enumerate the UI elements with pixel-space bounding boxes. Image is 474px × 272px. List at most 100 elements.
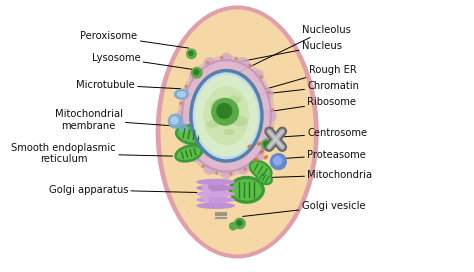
Circle shape (261, 70, 263, 72)
Circle shape (273, 156, 283, 166)
Ellipse shape (232, 179, 262, 201)
Circle shape (203, 57, 215, 69)
Circle shape (209, 225, 210, 227)
Circle shape (241, 191, 242, 193)
Ellipse shape (255, 170, 273, 185)
Circle shape (266, 78, 267, 79)
Text: Golgi vesicle: Golgi vesicle (243, 201, 365, 217)
Ellipse shape (196, 185, 235, 191)
Circle shape (267, 193, 268, 194)
Circle shape (230, 64, 232, 66)
Circle shape (252, 216, 254, 217)
Circle shape (282, 118, 283, 120)
Circle shape (229, 172, 233, 175)
Circle shape (257, 208, 259, 209)
Ellipse shape (196, 191, 235, 197)
Circle shape (182, 81, 184, 83)
Circle shape (292, 138, 293, 139)
Circle shape (172, 172, 173, 174)
Circle shape (284, 199, 285, 200)
Circle shape (255, 44, 257, 46)
Circle shape (255, 158, 257, 160)
Circle shape (224, 71, 225, 73)
Circle shape (248, 64, 252, 67)
Circle shape (203, 191, 204, 193)
Circle shape (270, 126, 273, 130)
Circle shape (182, 132, 184, 134)
Ellipse shape (203, 86, 249, 146)
Circle shape (194, 71, 197, 74)
Circle shape (186, 48, 197, 59)
Circle shape (292, 122, 294, 123)
Circle shape (193, 69, 200, 75)
Circle shape (198, 148, 199, 150)
Circle shape (201, 184, 209, 191)
Circle shape (262, 88, 273, 100)
Circle shape (292, 66, 293, 67)
Ellipse shape (178, 127, 205, 143)
Circle shape (235, 57, 238, 60)
Text: Rough ER: Rough ER (264, 65, 356, 89)
Circle shape (288, 102, 290, 104)
Circle shape (212, 233, 214, 235)
Circle shape (199, 78, 201, 79)
Circle shape (193, 128, 195, 129)
Ellipse shape (178, 55, 275, 176)
Text: Nucleolus: Nucleolus (229, 25, 351, 77)
Circle shape (207, 162, 209, 164)
Circle shape (211, 205, 212, 206)
Ellipse shape (161, 10, 314, 255)
Circle shape (252, 131, 254, 132)
Circle shape (255, 123, 257, 124)
Circle shape (269, 99, 271, 101)
Circle shape (214, 222, 215, 223)
Ellipse shape (174, 89, 189, 100)
Circle shape (203, 163, 215, 175)
Circle shape (220, 167, 232, 179)
Circle shape (201, 165, 205, 168)
Circle shape (206, 61, 210, 64)
Circle shape (258, 49, 259, 51)
Circle shape (189, 69, 201, 81)
Circle shape (292, 100, 294, 102)
Circle shape (300, 172, 301, 174)
Text: Proteasome: Proteasome (280, 150, 366, 160)
Ellipse shape (155, 5, 319, 258)
Ellipse shape (249, 160, 273, 180)
Circle shape (258, 196, 260, 197)
Ellipse shape (228, 176, 265, 204)
Circle shape (202, 93, 204, 95)
Circle shape (265, 155, 268, 158)
Ellipse shape (174, 144, 203, 163)
Circle shape (170, 116, 179, 125)
Circle shape (262, 132, 273, 144)
Text: Lysosome: Lysosome (91, 53, 194, 70)
Circle shape (206, 211, 208, 212)
Text: Golgi apparatus: Golgi apparatus (49, 185, 197, 195)
Circle shape (210, 172, 211, 174)
Circle shape (202, 94, 203, 95)
Circle shape (244, 168, 247, 171)
Text: Mitochondria: Mitochondria (264, 170, 372, 180)
Circle shape (294, 190, 296, 191)
Circle shape (257, 207, 259, 208)
Circle shape (250, 32, 252, 34)
Circle shape (264, 156, 267, 159)
Circle shape (267, 91, 271, 94)
Circle shape (216, 103, 232, 119)
Circle shape (295, 192, 296, 194)
Circle shape (170, 99, 171, 101)
Circle shape (252, 150, 264, 162)
Circle shape (239, 84, 241, 85)
Text: Centrosome: Centrosome (278, 128, 367, 138)
Text: Mitochondrial
membrane: Mitochondrial membrane (55, 109, 181, 131)
Circle shape (278, 131, 280, 132)
Circle shape (273, 117, 275, 118)
Ellipse shape (232, 116, 248, 126)
Ellipse shape (228, 96, 241, 104)
Circle shape (179, 102, 182, 105)
Circle shape (180, 93, 181, 94)
Circle shape (270, 108, 271, 110)
Ellipse shape (224, 129, 235, 135)
Circle shape (243, 86, 245, 88)
